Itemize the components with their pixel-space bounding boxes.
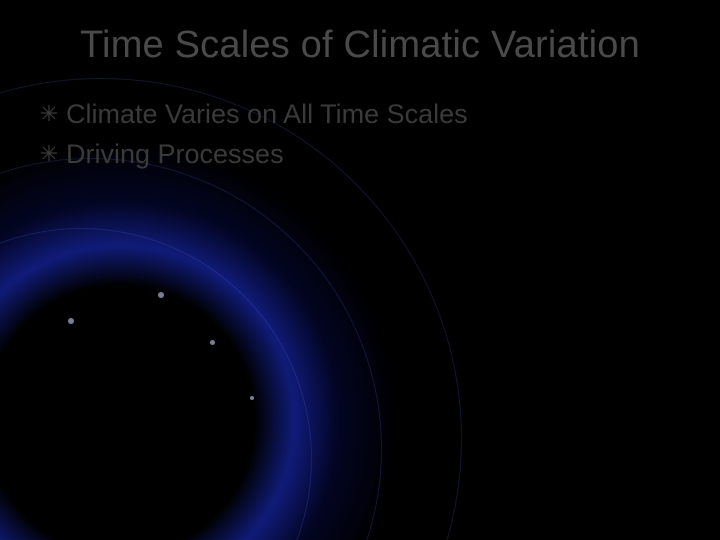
orbit-dot <box>210 340 215 345</box>
orbit-dot <box>68 318 74 324</box>
orbit-ring <box>0 158 382 540</box>
orbit-ring <box>0 228 312 540</box>
bullet-item: Climate Varies on All Time Scales <box>40 98 680 132</box>
slide-body: Climate Varies on All Time Scales Drivin… <box>40 98 680 178</box>
bullet-text: Climate Varies on All Time Scales <box>66 98 468 132</box>
snowflake-icon <box>40 104 58 122</box>
corner-glow <box>0 140 400 540</box>
orbit-dot <box>158 292 164 298</box>
bullet-item: Driving Processes <box>40 138 680 172</box>
slide-title: Time Scales of Climatic Variation <box>0 24 720 67</box>
snowflake-icon <box>40 144 58 162</box>
bullet-text: Driving Processes <box>66 138 284 172</box>
orbit-dot <box>250 396 254 400</box>
slide: Time Scales of Climatic Variation Climat… <box>0 0 720 540</box>
